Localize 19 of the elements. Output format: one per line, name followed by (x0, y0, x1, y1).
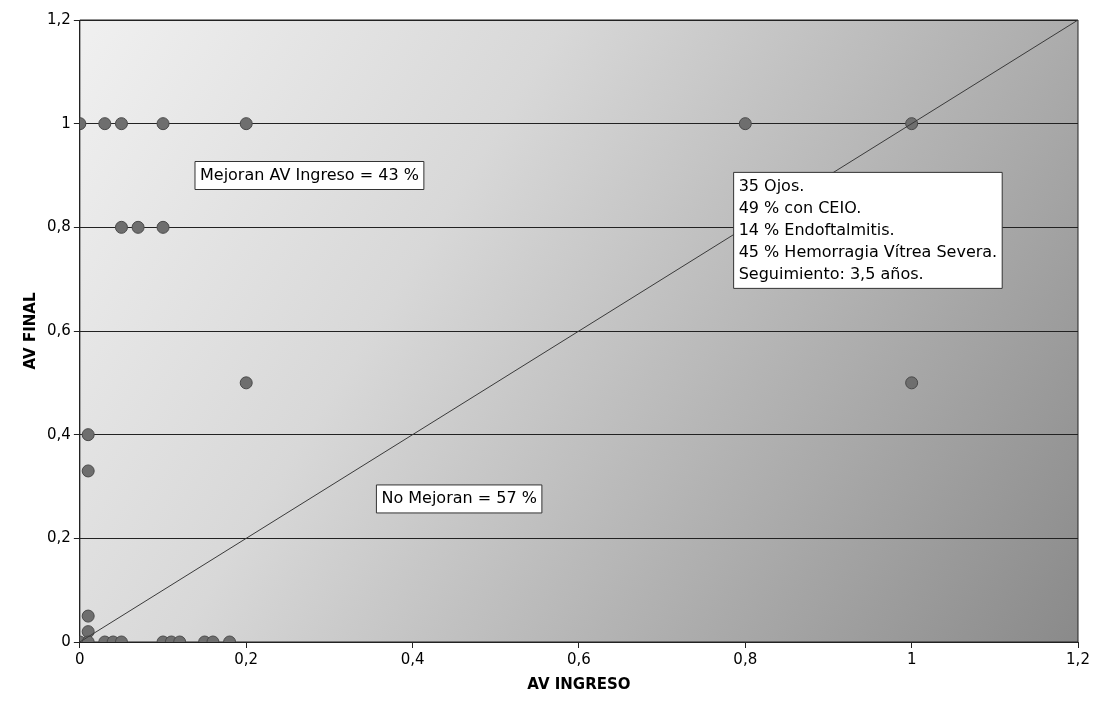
y-tick-label: 0,2 (47, 528, 71, 547)
x-tick-label: 0,4 (400, 649, 425, 668)
y-tick-label: 0,8 (47, 217, 71, 236)
x-tick-label: 1,2 (1066, 649, 1090, 668)
annotation: No Mejoran = 57 % (381, 488, 537, 508)
y-tick-label: 1,2 (47, 9, 71, 28)
x-tick-label: 0,2 (234, 649, 259, 668)
x-tick-label: 0 (75, 649, 85, 668)
y-tick-label: 1 (61, 113, 71, 132)
annotation: Mejoran AV Ingreso = 43 % (199, 164, 419, 184)
annotation: 35 Ojos. 49 % con CEIO. 14 % Endoftalmitis. 45 % Hemorragia Vítrea Severa. Seguimiento: 3,5 años. (738, 175, 998, 283)
x-axis-title: AV INGRESO (527, 674, 631, 693)
x-tick-label: 1 (906, 649, 917, 668)
x-tick-label: 0,8 (733, 649, 758, 668)
y-axis-title: AV FINAL (20, 292, 39, 370)
y-tick-label: 0 (61, 631, 71, 650)
y-tick-label: 0,6 (47, 320, 71, 339)
x-tick-label: 0,6 (567, 649, 591, 668)
y-tick-label: 0,4 (47, 424, 71, 443)
